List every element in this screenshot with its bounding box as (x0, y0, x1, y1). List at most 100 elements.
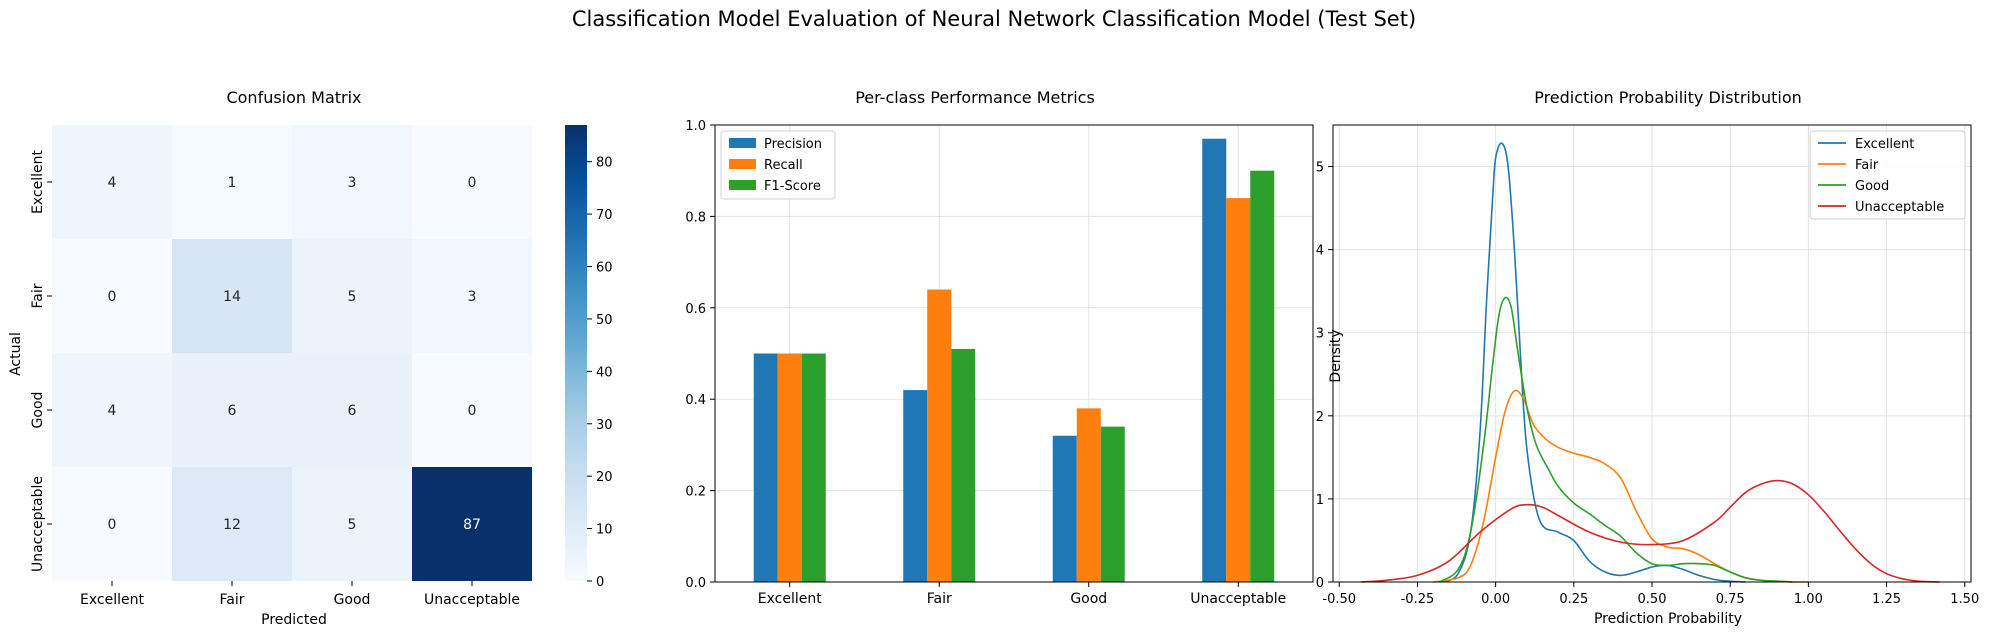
colorbar-bar (565, 125, 587, 581)
x-tick-label: 0.75 (1716, 592, 1745, 607)
x-tick-label: 1.25 (1872, 592, 1901, 607)
kde-lines (1361, 142, 1940, 583)
legend-label: Fair (1855, 158, 1879, 173)
y-tick-label: 2 (1316, 410, 1324, 425)
colorbar: 0 10 20 30 40 50 60 70 80 (565, 125, 613, 590)
bar-f1-score (801, 353, 826, 582)
x-tick-label: Fair (927, 591, 952, 607)
y-tick-label: 0.8 (685, 210, 706, 225)
x-tick-label: Unacceptable (1190, 591, 1286, 607)
kde-ylabel: Density (1328, 329, 1344, 382)
heatmap-cell-value: 4 (108, 403, 117, 419)
colorbar-tick-label: 0 (596, 575, 604, 590)
x-tick-label: Unacceptable (424, 592, 520, 608)
confusion-matrix-ylabel: Actual (8, 332, 24, 376)
y-tick-label: 0.6 (685, 302, 706, 317)
y-tick-label: 1.0 (685, 119, 706, 134)
x-tick-label: 0.25 (1559, 592, 1588, 607)
bar-precision (1052, 435, 1077, 582)
heatmap-cell (412, 239, 532, 353)
heatmap-cell-value: 0 (468, 175, 477, 191)
y-tick-label: 5 (1316, 161, 1324, 176)
heatmap-cell-value: 0 (108, 289, 117, 305)
confusion-matrix-title: Confusion Matrix (226, 88, 361, 107)
x-tick-label: Good (1070, 591, 1107, 607)
bar-f1-score (1100, 426, 1125, 582)
confusion-matrix-panel: Confusion Matrix 4 1 3 00 14 5 34 6 6 00 12 5 87Exce… (8, 88, 613, 628)
x-tick-label: 1.50 (1950, 592, 1979, 607)
colorbar-tick-label: 40 (596, 365, 613, 380)
heatmap-cell (172, 467, 292, 581)
heatmap-cell-value: 0 (468, 403, 477, 419)
kde-line-good (1438, 296, 1793, 583)
legend-label: F1-Score (764, 179, 821, 194)
y-tick-label: 0.0 (685, 576, 706, 591)
metrics-bar-title: Per-class Performance Metrics (855, 88, 1095, 107)
y-tick-label: 3 (1316, 327, 1324, 342)
bar-precision (903, 390, 928, 582)
y-tick-label: 0.4 (685, 393, 706, 408)
bar-f1-score (951, 348, 976, 582)
y-tick-label: Fair (30, 283, 46, 308)
bar-axes-frame (714, 124, 1314, 583)
legend-label: Recall (764, 158, 803, 173)
heatmap-cell (52, 353, 172, 467)
heatmap-cell (292, 467, 412, 581)
probability-distribution-panel: Prediction Probability Distribution -0.5… (1316, 88, 1980, 627)
colorbar-tick-label: 10 (596, 523, 613, 538)
kde-axes: -0.50 -0.25 0.00 0.25 0.50 0.75 1.00 1.25 1.50 0 1… (1316, 124, 1979, 607)
heatmap-cell (292, 239, 412, 353)
heatmap-cell (52, 467, 172, 581)
x-tick-label: Good (334, 592, 371, 608)
bar-legend: Precision Recall F1-Score (720, 130, 836, 200)
heatmap-cell-value: 87 (463, 517, 481, 533)
x-tick-label: Fair (220, 592, 245, 608)
y-tick-label: 0.2 (685, 485, 706, 500)
heatmap-cell (292, 353, 412, 467)
x-tick-label: 0.50 (1638, 592, 1667, 607)
bar-recall (927, 289, 952, 582)
x-tick-label: 0.00 (1481, 592, 1510, 607)
legend-label: Unacceptable (1855, 200, 1944, 215)
bar-recall (777, 353, 802, 582)
x-tick-label: 1.00 (1794, 592, 1823, 607)
bar-f1-score (1250, 170, 1275, 582)
bar-precision (753, 353, 778, 582)
heatmap-cell-value: 6 (228, 403, 237, 419)
y-tick-label: 0 (1316, 576, 1324, 591)
bar-precision (1202, 138, 1227, 582)
x-tick-label: Excellent (80, 592, 144, 608)
x-tick-label: -0.50 (1322, 592, 1356, 607)
heatmap-cell-value: 5 (348, 517, 357, 533)
bar-axes: Excellent Fair Good Unacceptable 0.0 0.2 0.4 0.… (685, 119, 1314, 607)
heatmap-cell (412, 353, 532, 467)
heatmap-cell-value: 4 (108, 175, 117, 191)
colorbar-tick-label: 80 (596, 156, 613, 171)
heatmap-cell (52, 125, 172, 239)
heatmap-cell (52, 239, 172, 353)
heatmap-cell-value: 6 (348, 403, 357, 419)
legend-label: Good (1855, 179, 1889, 194)
kde-xlabel: Prediction Probability (1594, 611, 1742, 627)
heatmap-cell-value: 3 (468, 289, 477, 305)
probability-distribution-title: Prediction Probability Distribution (1534, 88, 1802, 107)
heatmap-cell-value: 3 (348, 175, 357, 191)
y-tick-label: 4 (1316, 244, 1324, 259)
colorbar-tick-label: 30 (596, 418, 613, 433)
bar-recall (1226, 198, 1251, 582)
kde-line-unacceptable (1361, 479, 1940, 583)
legend-label: Excellent (1855, 137, 1914, 152)
bar-marks (753, 138, 1275, 582)
x-tick-label: Excellent (758, 591, 822, 607)
heatmap-cell-value: 5 (348, 289, 357, 305)
colorbar-tick-label: 70 (596, 208, 613, 223)
colorbar-tick-label: 50 (596, 313, 613, 328)
y-tick-label: 1 (1316, 493, 1324, 508)
bar-recall (1076, 408, 1101, 582)
figure-title: Classification Model Evaluation of Neura… (572, 7, 1416, 31)
kde-axes-frame (1332, 124, 1972, 583)
heatmap-cell-value: 0 (108, 517, 117, 533)
y-tick-label: Excellent (30, 150, 46, 214)
legend-swatch (729, 180, 756, 190)
